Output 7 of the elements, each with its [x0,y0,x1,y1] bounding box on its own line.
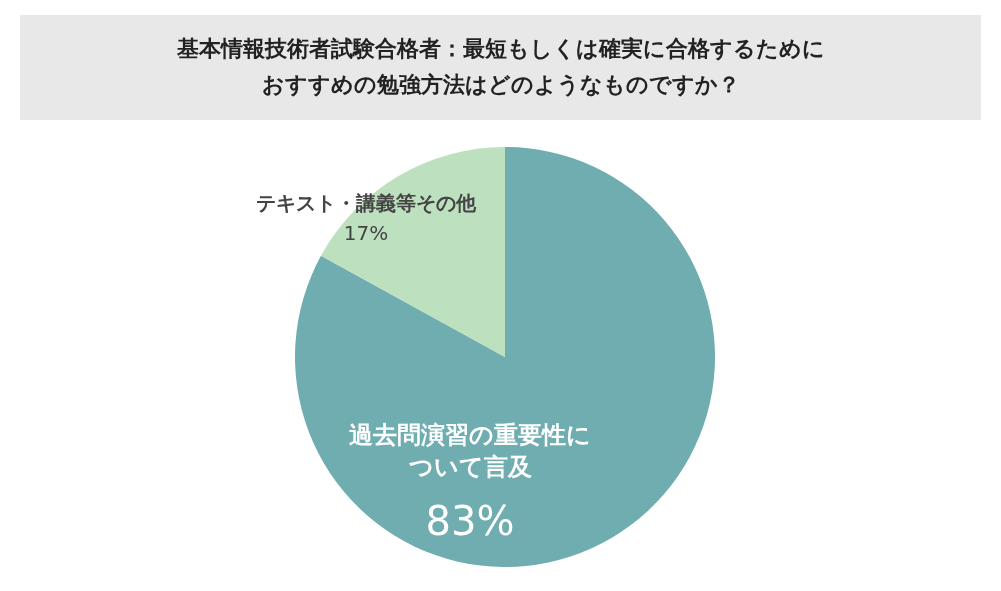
slice-label: テキスト・講義等その他 [255,190,477,215]
data-label: 17% [343,220,389,245]
chart-title: 基本情報技術者試験合格者：最短もしくは確実に合格するためにおすすめの勉強方法はどのようなものですか？ [175,36,825,97]
slice-label: 過去問演習の重要性について言及 [349,421,591,481]
data-label: 83% [425,498,515,544]
pie-slice [320,147,505,357]
pie-slice [295,147,715,567]
